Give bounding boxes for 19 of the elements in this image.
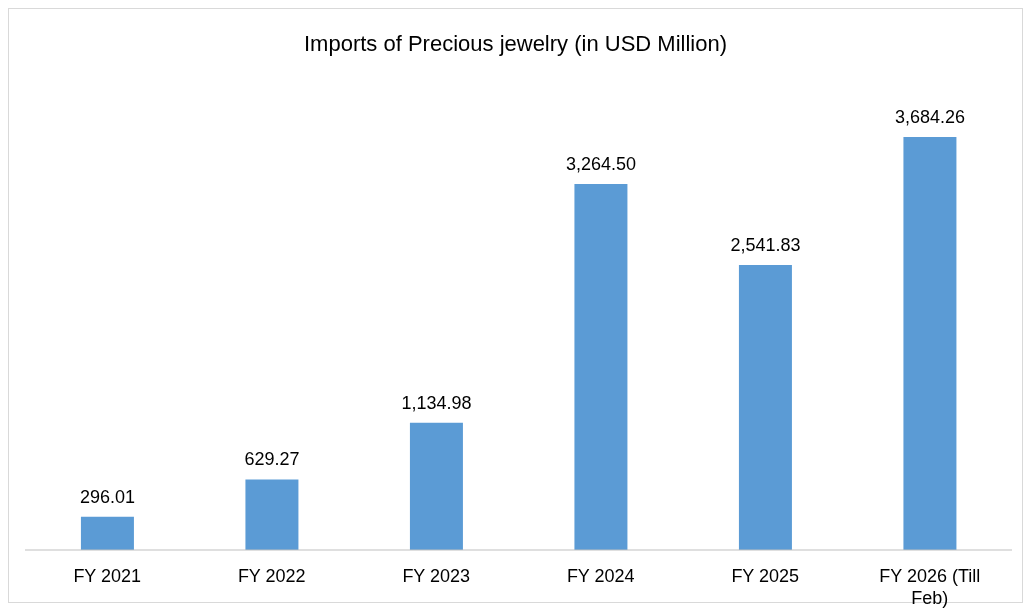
x-tick-label: FY 2022 — [237, 566, 306, 586]
chart-title: Imports of Precious jewelry (in USD Million) — [303, 30, 728, 58]
bar — [245, 479, 299, 550]
data-label: 2,541.83 — [730, 235, 801, 256]
bar — [738, 265, 792, 550]
data-label: 3,684.26 — [894, 107, 965, 127]
data-label: 1,134.98 — [401, 392, 472, 413]
x-tick-label: FY 2025 — [731, 566, 800, 586]
x-tick-label: FY 2026 (Till Feb) — [879, 566, 981, 608]
data-label: 629.27 — [244, 449, 300, 470]
bar — [903, 137, 957, 550]
bar — [409, 422, 463, 550]
bar — [574, 184, 628, 550]
bar — [80, 516, 134, 550]
x-tick-label: FY 2023 — [402, 566, 471, 586]
data-label: 3,264.50 — [565, 154, 636, 175]
x-tick-label: FY 2021 — [73, 566, 142, 586]
data-label: 296.01 — [79, 486, 135, 507]
x-tick-label: FY 2024 — [566, 566, 635, 586]
